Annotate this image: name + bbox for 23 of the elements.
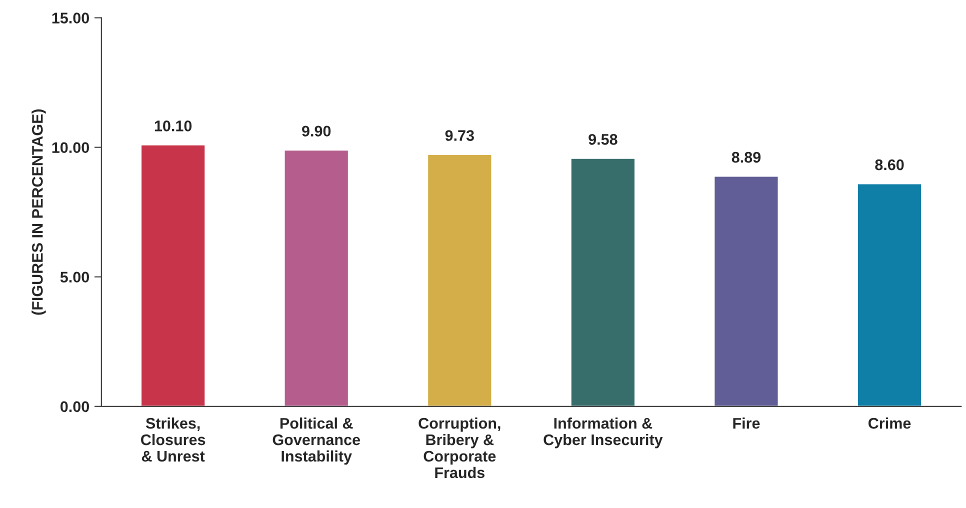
- bar: [856, 182, 922, 406]
- x-tick-label: Strikes, Closures & Unrest: [141, 418, 206, 462]
- bar: [140, 144, 206, 406]
- x-tick-label: Information & Cyber Insecurity: [544, 418, 663, 448]
- y-tick-label: 0.00: [60, 401, 89, 412]
- x-tick-label: Fire: [733, 418, 760, 429]
- data-label: 10.10: [154, 120, 192, 132]
- y-tick-label: 15.00: [52, 12, 89, 24]
- data-label: 8.89: [732, 152, 761, 163]
- x-tick-label: Political & Governance Instability: [272, 418, 360, 465]
- data-label: 9.90: [302, 126, 331, 137]
- x-tick-label: Corruption, Bribery & Corporate Frauds: [418, 418, 500, 478]
- data-label: 9.73: [445, 130, 474, 141]
- data-label: 9.58: [588, 134, 618, 145]
- y-tick-label: 5.00: [60, 272, 89, 283]
- bar: [570, 158, 636, 406]
- data-label: 8.60: [875, 159, 904, 170]
- bar: [283, 149, 350, 406]
- bar: [426, 154, 493, 406]
- y-axis-title: (FIGURES IN PERCENTAGE): [32, 109, 46, 315]
- x-tick-label: Crime: [868, 418, 911, 429]
- bar: [713, 175, 780, 406]
- y-tick-label: 10.00: [52, 142, 89, 154]
